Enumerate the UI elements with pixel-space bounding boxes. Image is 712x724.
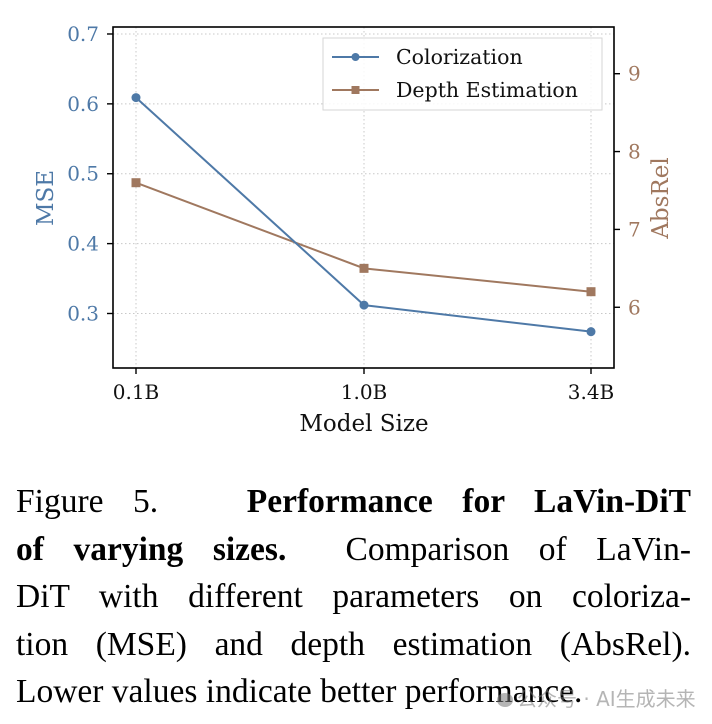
data-point-depth-estimation (131, 178, 141, 188)
x-tick-label: 0.1B (113, 380, 160, 404)
caption-line-1: Figure 5. Performance for LaVin-DiT (16, 478, 691, 526)
line-chart: 0.1B 1.0B 3.4B 0.3 0.4 0.5 0.6 0.7 6 7 8 9 Model … (33, 22, 674, 437)
left-tick-label: 0.4 (67, 232, 99, 256)
legend-label-depth-estimation: Depth Estimation (396, 78, 578, 102)
left-tick-label: 0.7 (67, 22, 99, 46)
data-point-colorization (586, 327, 596, 337)
legend-box (322, 37, 603, 111)
right-axis-title: AbsRel (648, 157, 674, 239)
x-axis: 0.1B 1.0B 3.4B (113, 368, 615, 404)
left-y-axis: 0.3 0.4 0.5 0.6 0.7 (67, 22, 113, 325)
data-point-colorization (131, 93, 141, 103)
left-axis-title: MSE (33, 170, 59, 226)
left-tick-label: 0.5 (67, 162, 99, 186)
caption-text-2: Comparison of LaVin- (345, 530, 691, 568)
x-tick-label: 1.0B (341, 380, 388, 404)
caption-line-5: Lower values indicate better performance… (16, 673, 583, 710)
right-y-axis: 6 7 8 9 (614, 62, 641, 319)
data-point-depth-estimation (359, 263, 369, 273)
caption-bold-title-part1: Performance for LaVin-DiT (246, 483, 692, 520)
left-tick-label: 0.6 (67, 92, 99, 116)
caption-line-4: tion (MSE) and depth estimation (AbsRel)… (16, 625, 691, 663)
left-tick-label: 0.3 (67, 301, 99, 325)
caption-line-3: DiT with different parameters on coloriz… (16, 578, 691, 615)
series-line-colorization (135, 96, 592, 333)
figure-label: Figure 5. (16, 483, 159, 520)
series-layer (131, 93, 596, 337)
x-axis-title: Model Size (299, 411, 428, 437)
wechat-icon (497, 693, 513, 707)
caption-bold-title-part2: of varying sizes. (16, 530, 287, 568)
right-tick-label: 9 (628, 62, 641, 86)
watermark-text: 公众号 · AI生成未来 (517, 687, 696, 711)
legend-marker-circle (351, 53, 360, 61)
legend-marker-square (351, 86, 360, 94)
x-tick-label: 3.4B (568, 380, 615, 404)
right-tick-label: 8 (628, 140, 641, 164)
watermark: 公众号 · AI生成未来 (497, 683, 696, 712)
right-tick-label: 7 (628, 217, 641, 241)
legend-label-colorization: Colorization (396, 45, 523, 69)
caption-line-2: of varying sizes. Comparison of LaVin- (16, 526, 691, 574)
legend: Colorization Depth Estimation (322, 37, 603, 111)
right-tick-label: 6 (628, 295, 641, 319)
data-point-colorization (359, 300, 369, 310)
data-point-depth-estimation (586, 287, 596, 297)
figure-caption: Figure 5. Performance for LaVin-DiT of v… (16, 478, 691, 716)
